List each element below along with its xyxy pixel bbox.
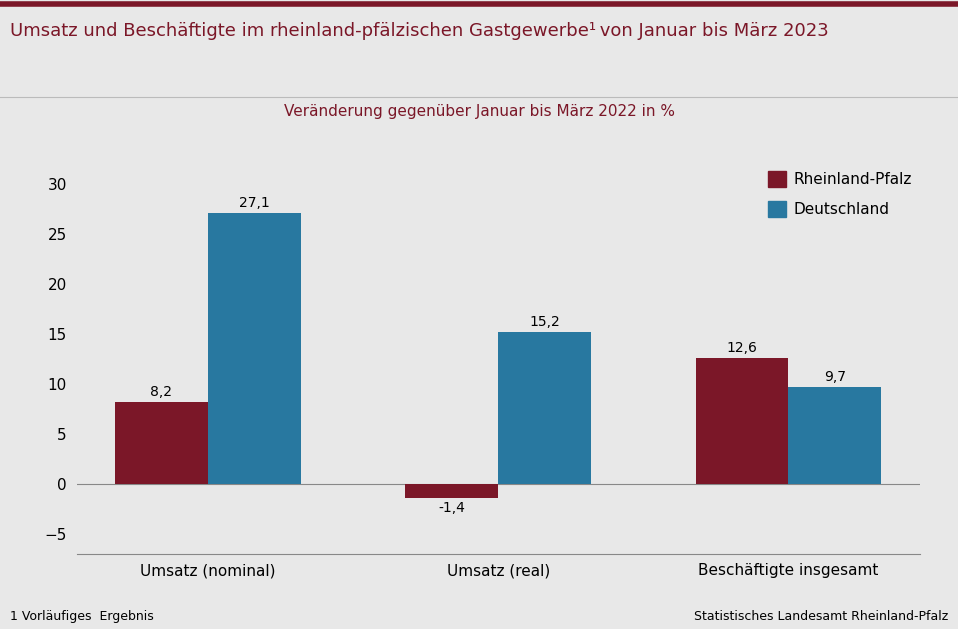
Text: 12,6: 12,6 bbox=[726, 340, 758, 355]
Text: 1 Vorläufiges  Ergebnis: 1 Vorläufiges Ergebnis bbox=[10, 610, 153, 623]
Bar bbox=[405, 484, 498, 498]
Text: 15,2: 15,2 bbox=[529, 314, 560, 328]
Text: 8,2: 8,2 bbox=[150, 384, 172, 399]
Bar bbox=[208, 213, 301, 484]
Legend: Rheinland-Pfalz, Deutschland: Rheinland-Pfalz, Deutschland bbox=[767, 171, 912, 217]
Text: 27,1: 27,1 bbox=[239, 196, 270, 209]
Text: -1,4: -1,4 bbox=[438, 501, 466, 515]
Bar bbox=[696, 357, 788, 484]
Text: Umsatz und Beschäftigte im rheinland-pfälzischen Gastgewerbe¹ von Januar bis Mär: Umsatz und Beschäftigte im rheinland-pfä… bbox=[10, 22, 829, 40]
Bar bbox=[498, 331, 591, 484]
Text: 9,7: 9,7 bbox=[824, 369, 846, 384]
Text: Statistisches Landesamt Rheinland-Pfalz: Statistisches Landesamt Rheinland-Pfalz bbox=[695, 610, 948, 623]
Bar bbox=[788, 387, 881, 484]
Text: Veränderung gegenüber Januar bis März 2022 in %: Veränderung gegenüber Januar bis März 20… bbox=[284, 104, 674, 119]
Bar bbox=[115, 401, 208, 484]
